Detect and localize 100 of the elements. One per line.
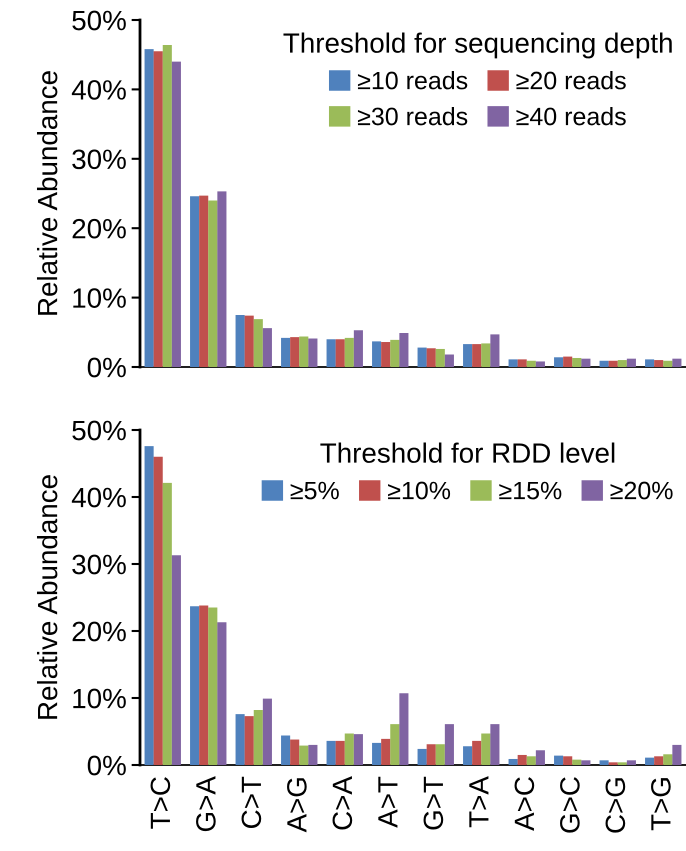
bar [600,760,609,765]
y-tick-label: 20% [72,218,126,239]
bar [481,343,490,367]
bar [608,360,618,367]
bar [299,746,308,765]
bar [236,714,245,765]
bar [508,758,518,765]
y-tick-label: 0% [88,756,126,776]
y-tick-label: 40% [72,488,126,508]
bar [172,555,181,765]
x-tick-label: G>A [196,776,216,832]
bar [399,693,408,765]
x-tick-label: T>C [150,777,170,829]
legend-label: ≥20% [610,482,673,500]
y-tick-label: 0% [88,358,126,378]
bar [418,348,427,367]
x-tick-label: A>T [378,776,398,828]
bar [536,361,545,367]
bar [581,358,590,367]
bar [672,358,682,367]
bar [572,358,582,367]
bar [254,319,263,367]
bar [299,336,308,367]
bar [308,744,318,765]
bar [290,740,300,765]
bar [199,196,208,367]
bar [600,360,609,367]
bar [645,758,654,765]
bar [563,356,572,367]
bar [336,740,345,765]
bar [190,196,200,367]
bar [372,742,382,765]
bar [162,44,172,367]
y-tick-label: 50% [72,420,126,440]
bar [490,724,500,765]
bar [262,328,272,367]
bar [390,340,400,367]
bar [254,710,263,765]
bar [626,358,636,367]
legend-label: ≥15% [499,482,562,500]
y-tick-label: 30% [72,554,126,574]
bar [244,716,254,765]
bar [154,51,163,367]
bar [236,314,245,367]
bar [290,337,300,367]
bar [144,446,154,765]
bar [654,756,664,765]
bar [208,200,218,367]
bar [190,606,200,765]
x-tick-label: C>T [242,776,262,828]
bar [326,740,336,765]
legend-label: ≥40 reads [516,106,626,126]
bar [563,756,572,765]
bar [208,608,218,765]
bar [354,330,363,367]
bar [162,482,172,765]
y-tick-label: 20% [72,622,126,642]
bar [490,334,500,367]
legend-label: ≥20 reads [516,71,626,90]
bar [381,738,390,765]
bar [444,354,454,367]
bar [326,339,336,367]
bar [399,332,408,367]
y-axis-title: Relative Abundance [36,71,58,315]
bar [281,736,290,765]
bar [554,756,564,765]
bar [526,756,536,765]
y-tick-label: 50% [72,10,126,30]
bar [436,744,445,765]
bar [390,724,400,765]
bar [472,344,482,367]
bar [608,762,618,765]
bar [344,338,354,367]
bar [663,360,672,367]
legend-title: Threshold for RDD level [320,442,614,463]
bar [536,750,545,765]
bar [663,754,672,765]
bar [354,734,363,765]
bar [472,740,482,765]
x-tick-label: T>G [651,778,671,830]
bar [554,357,564,367]
bar [344,734,354,765]
y-tick-label: 10% [73,688,126,708]
legend-label: ≥30 reads [358,106,468,126]
x-tick-label: G>T [424,776,444,830]
bar [508,359,518,367]
bar [381,342,390,367]
bar [217,191,226,367]
x-tick-label: G>C [560,777,580,833]
bar [526,360,536,367]
bar [172,62,181,367]
bar [262,698,272,765]
bar [418,748,427,765]
y-axis-title: Relative Abundance [36,475,58,719]
bar [444,724,454,765]
legend-label: ≥10 reads [358,71,468,90]
bar [618,360,627,367]
bar [572,760,582,765]
bar [654,360,664,367]
bar [426,744,436,765]
